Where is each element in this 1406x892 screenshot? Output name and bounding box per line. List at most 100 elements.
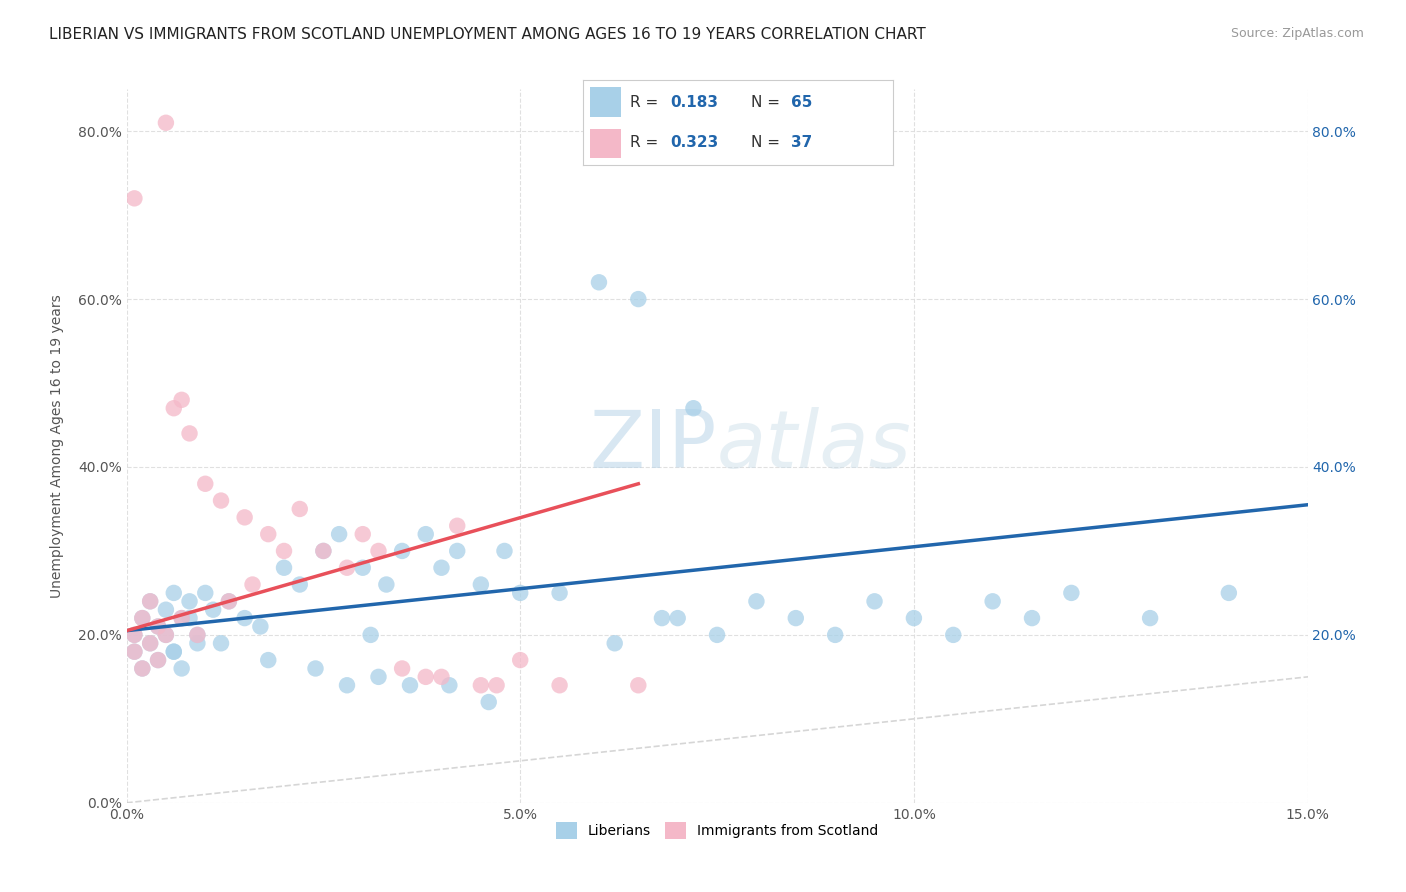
Point (367, 670, 389, 684)
Point (124, 628, 146, 642)
Point (124, 191, 146, 205)
Point (603, 636, 626, 650)
Point (1060, 586, 1083, 600)
Point (478, 695, 501, 709)
Point (257, 527, 280, 541)
Point (494, 544, 516, 558)
Point (249, 619, 271, 633)
Point (706, 628, 728, 642)
Point (328, 527, 350, 541)
Point (186, 628, 208, 642)
Point (1021, 611, 1043, 625)
Point (186, 636, 208, 650)
Point (257, 653, 280, 667)
Point (170, 611, 193, 625)
Point (981, 594, 1004, 608)
Point (288, 577, 311, 591)
Point (139, 636, 162, 650)
Point (509, 586, 531, 600)
Text: R =: R = (630, 95, 664, 110)
Text: 37: 37 (790, 136, 813, 151)
Point (942, 628, 965, 642)
Point (194, 476, 217, 491)
Point (209, 636, 232, 650)
Point (824, 628, 846, 642)
Point (139, 594, 162, 608)
Point (485, 678, 508, 692)
Point (745, 594, 768, 608)
Point (273, 544, 295, 558)
Point (233, 510, 256, 524)
Point (288, 502, 311, 516)
Text: Source: ZipAtlas.com: Source: ZipAtlas.com (1230, 27, 1364, 40)
Point (336, 678, 359, 692)
Point (312, 544, 335, 558)
Point (155, 603, 177, 617)
Point (242, 577, 264, 591)
Point (124, 645, 146, 659)
Point (666, 611, 689, 625)
Text: ZIP: ZIP (589, 407, 717, 485)
Point (312, 544, 335, 558)
Point (304, 661, 326, 675)
Point (131, 661, 153, 675)
Point (170, 661, 193, 675)
Point (146, 653, 169, 667)
Point (233, 611, 256, 625)
Text: N =: N = (751, 136, 785, 151)
Text: R =: R = (630, 136, 664, 151)
Point (415, 527, 437, 541)
Point (548, 586, 571, 600)
Point (903, 611, 925, 625)
Point (352, 560, 374, 574)
Point (509, 653, 531, 667)
Point (430, 560, 453, 574)
Point (785, 611, 807, 625)
Point (360, 628, 382, 642)
Point (651, 611, 673, 625)
Point (627, 678, 650, 692)
Point (627, 292, 650, 306)
Point (139, 636, 162, 650)
Bar (589, 128, 620, 158)
Point (399, 678, 422, 692)
Point (146, 653, 169, 667)
Point (336, 560, 359, 574)
Point (131, 611, 153, 625)
Point (439, 678, 461, 692)
Text: 0.183: 0.183 (671, 95, 718, 110)
Point (124, 628, 146, 642)
Point (124, 645, 146, 659)
Point (1218, 586, 1240, 600)
Point (131, 611, 153, 625)
Point (1139, 611, 1161, 625)
Point (391, 661, 413, 675)
Point (170, 392, 193, 407)
Text: 65: 65 (790, 95, 813, 110)
Point (179, 594, 201, 608)
Point (155, 628, 177, 642)
Point (139, 594, 162, 608)
Text: N =: N = (751, 95, 785, 110)
Point (682, 401, 704, 416)
Point (352, 527, 374, 541)
Point (194, 586, 217, 600)
Text: atlas: atlas (717, 407, 912, 485)
Point (470, 678, 492, 692)
Bar (589, 87, 620, 117)
Point (202, 603, 225, 617)
Point (209, 493, 232, 508)
Point (131, 661, 153, 675)
Point (155, 116, 177, 130)
Point (273, 560, 295, 574)
Point (415, 670, 437, 684)
Point (179, 611, 201, 625)
Point (163, 645, 186, 659)
Text: 0.323: 0.323 (671, 136, 718, 151)
Y-axis label: Unemployment Among Ages 16 to 19 years: Unemployment Among Ages 16 to 19 years (51, 294, 63, 598)
Point (163, 645, 186, 659)
Point (588, 275, 610, 289)
Point (548, 678, 571, 692)
Point (367, 544, 389, 558)
Point (179, 426, 201, 441)
